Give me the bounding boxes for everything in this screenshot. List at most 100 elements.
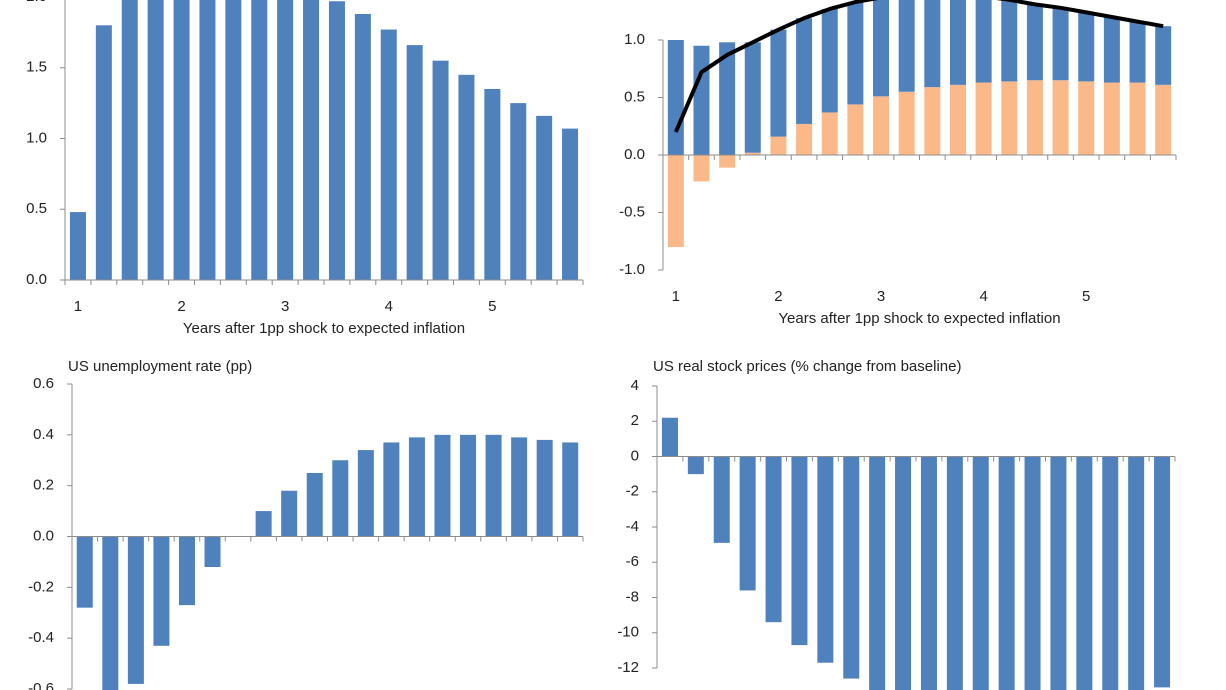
y-tick-label: 1.0	[26, 129, 47, 146]
bar	[178, 536, 195, 606]
bar	[817, 456, 834, 663]
y-tick-label: 4	[631, 377, 639, 394]
bar-segment	[847, 104, 864, 155]
bar	[739, 456, 756, 591]
bar	[328, 1, 345, 281]
x-tick-label: 2	[177, 298, 185, 315]
bar	[383, 442, 400, 537]
bar-segment	[770, 29, 787, 137]
x-tick-label: 3	[281, 298, 289, 315]
bar	[460, 434, 477, 537]
x-axis-label: Years after 1pp shock to expected inflat…	[183, 320, 465, 337]
bar	[1050, 456, 1067, 690]
bar	[434, 434, 451, 537]
bar-segment	[949, 0, 966, 85]
bar-segment	[796, 18, 813, 124]
x-tick-label: 4	[385, 298, 393, 315]
bar	[972, 456, 989, 690]
y-tick-label: 2	[631, 412, 639, 429]
bar	[843, 456, 860, 679]
bar-segment	[1155, 26, 1172, 85]
bar-segment	[975, 82, 992, 155]
bar	[510, 103, 527, 280]
y-tick-label: 0.6	[33, 375, 54, 392]
bar	[357, 450, 374, 537]
bar	[121, 0, 138, 281]
y-tick-label: 0.2	[33, 477, 54, 494]
x-tick-label: 3	[877, 288, 885, 305]
bar-segment	[693, 155, 710, 182]
bar	[255, 511, 272, 537]
bar-segment	[975, 0, 992, 83]
y-tick-label: -4	[626, 518, 639, 535]
bar-segment	[898, 91, 915, 155]
bar-segment	[1001, 81, 1018, 155]
x-axis-label: Years after 1pp shock to expected inflat…	[778, 310, 1060, 327]
chart-title: US real stock prices (% change from base…	[653, 358, 961, 375]
bar	[661, 417, 678, 457]
bar-segment	[1078, 81, 1095, 155]
bar-segment	[1155, 84, 1172, 155]
bar	[380, 29, 397, 281]
bar	[127, 536, 144, 684]
bar	[536, 439, 553, 537]
bar-segment	[821, 8, 838, 113]
bar-segment	[821, 112, 838, 155]
bar	[306, 472, 323, 537]
y-tick-label: -10	[617, 624, 639, 641]
y-tick-label: 1.0	[624, 31, 645, 48]
y-tick-label: -1.0	[619, 261, 645, 278]
bar	[102, 536, 119, 690]
bar	[1076, 456, 1093, 690]
y-tick-label: 0.0	[33, 527, 54, 544]
bar	[332, 460, 349, 537]
bar-segment	[770, 136, 787, 155]
bar	[562, 442, 579, 537]
bar	[303, 0, 320, 280]
bar	[713, 456, 730, 543]
bar	[432, 60, 449, 280]
bar	[173, 0, 190, 280]
bar	[765, 456, 782, 623]
y-tick-label: -0.4	[28, 629, 54, 646]
bar-segment	[924, 87, 941, 155]
bar-segment	[1078, 12, 1095, 82]
bar	[562, 128, 579, 280]
bar-segment	[847, 2, 864, 105]
bar-segment	[1052, 80, 1069, 155]
bar-segment	[693, 45, 710, 155]
y-tick-label: -0.6	[28, 680, 54, 690]
bar	[408, 437, 425, 537]
y-tick-label: 2.0	[26, 0, 47, 5]
y-tick-label: 0.0	[624, 146, 645, 163]
x-tick-label: 5	[488, 298, 496, 315]
bar	[458, 74, 475, 280]
bar-segment	[1129, 21, 1146, 83]
y-tick-label: -0.2	[28, 578, 54, 595]
y-tick-label: -2	[626, 483, 639, 500]
bar	[406, 45, 423, 280]
y-tick-label: -0.5	[619, 203, 645, 220]
bar-segment	[1026, 80, 1043, 155]
bar-segment	[873, 96, 890, 155]
bar	[1154, 456, 1171, 688]
y-tick-label: -12	[617, 659, 639, 676]
bar	[199, 0, 216, 280]
bar-segment	[719, 42, 736, 155]
bar	[485, 434, 502, 537]
bar-segment	[744, 42, 761, 153]
bar	[204, 536, 221, 567]
bar	[147, 0, 164, 281]
y-tick-label: -8	[626, 588, 639, 605]
bar	[920, 456, 937, 690]
bar-segment	[1103, 82, 1120, 155]
bar	[536, 115, 553, 280]
bar	[76, 536, 93, 608]
y-tick-label: 0.5	[624, 88, 645, 105]
bar	[69, 212, 86, 280]
bar	[895, 456, 912, 690]
bar-segment	[1129, 82, 1146, 155]
line	[673, 0, 1164, 133]
x-tick-label: 1	[74, 298, 82, 315]
